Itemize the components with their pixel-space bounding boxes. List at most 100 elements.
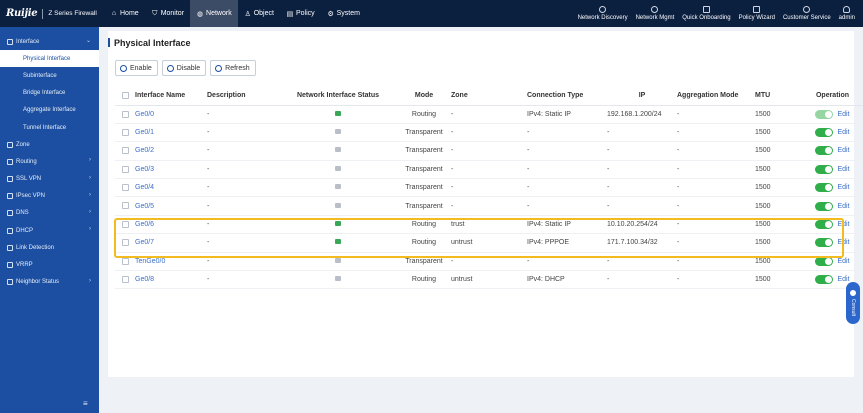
interface-name-cell: Ge0/6 [135,215,207,235]
edit-link[interactable]: Edit [837,276,850,284]
operation-cell: Edit [801,178,863,198]
top-right-tools: Network Discovery Network Mgmt Quick Onboa… [574,0,859,27]
topnav-network[interactable]: ◍ Network [190,0,238,27]
row-checkbox[interactable] [121,110,129,118]
sidebar-item-neighbor-status[interactable]: Neighbor Status › [0,274,99,291]
sidebar-item-ssl-vpn[interactable]: SSL VPN › [0,171,99,188]
column-header-description: Description [207,87,279,106]
enable-toggle[interactable] [815,220,834,230]
interface-name-link[interactable]: Ge0/3 [135,165,155,173]
row-checkbox[interactable] [121,165,129,173]
topnav-policy[interactable]: ▤ Policy [280,0,321,27]
edit-link[interactable]: Edit [837,239,850,247]
topnav-home[interactable]: ⌂ Home [104,0,145,27]
chevron-right-icon: › [89,226,91,233]
topright-quick-onboarding[interactable]: Quick Onboarding [678,0,734,27]
mtu-cell: 1500 [755,196,801,216]
interface-name-link[interactable]: TenGe0/0 [135,257,166,265]
interface-name-link[interactable]: Ge0/7 [135,239,155,247]
sidebar-item-label: Subinterface [23,72,57,79]
enable-toggle[interactable] [815,128,834,138]
aggregation-mode-cell: - [677,233,755,253]
refresh-button[interactable]: Refresh [210,60,256,76]
interface-name-link[interactable]: Ge0/2 [135,147,155,155]
sidebar-item-routing[interactable]: Routing › [0,153,99,170]
interface-name-link[interactable]: Ge0/4 [135,184,155,192]
mode-cell: Routing [397,270,451,290]
chevron-right-icon: › [89,157,91,164]
sidebar-item-label: Physical Interface [23,55,71,62]
interface-name-link[interactable]: Ge0/0 [135,110,155,118]
column-header-zone: Zone [451,87,527,106]
mtu-cell: 1500 [755,105,801,124]
aggregation-mode-cell: - [677,160,755,180]
enable-toggle[interactable] [815,183,834,193]
topright-policy-wizard[interactable]: Policy Wizard [735,0,779,27]
enable-toggle[interactable] [815,201,834,211]
sidebar-item-physical-interface[interactable]: Physical Interface [0,50,99,68]
topnav-object[interactable]: ♙ Object [238,0,280,27]
enable-toggle[interactable] [815,109,834,119]
enable-toggle[interactable] [815,275,834,285]
topnav-system[interactable]: ⚙ System [321,0,366,27]
sidebar-item-aggregate-interface[interactable]: Aggregate Interface [0,102,99,119]
enable-toggle[interactable] [815,146,834,156]
row-checkbox[interactable] [121,184,129,192]
sidebar-item-interface[interactable]: Interface ⌄ [0,33,99,50]
enable-button[interactable]: Enable [115,60,158,76]
collapse-sidebar-icon[interactable]: ≡ [83,399,88,408]
home-icon: ⌂ [111,10,117,17]
user-icon [843,6,851,13]
edit-link[interactable]: Edit [837,202,850,210]
brand: Ruijie Z Series Firewall [0,0,104,27]
connection-type-cell: - [527,196,607,216]
row-checkbox[interactable] [121,276,129,284]
operation-cell: Edit [801,233,863,253]
column-header-aggregation-mode: Aggregation Mode [677,87,755,106]
enable-toggle[interactable] [815,164,834,174]
topright-customer-service[interactable]: Customer Service [779,0,835,27]
edit-link[interactable]: Edit [837,221,850,229]
row-checkbox[interactable] [121,257,129,265]
interface-name-link[interactable]: Ge0/5 [135,202,155,210]
edit-link[interactable]: Edit [837,147,850,155]
refresh-button-label: Refresh [225,64,250,72]
sidebar-item-zone[interactable]: Zone [0,136,99,153]
topright-network-mgmt[interactable]: Network Mgmt [632,0,679,27]
column-header-ip: IP [607,87,677,106]
topright-label: admin [838,15,855,21]
topright-network-discovery[interactable]: Network Discovery [574,0,632,27]
disable-button[interactable]: Disable [161,60,207,76]
row-checkbox-cell [115,196,135,216]
sidebar-item-subinterface[interactable]: Subinterface [0,67,99,84]
edit-link[interactable]: Edit [837,110,850,118]
interface-name-link[interactable]: Ge0/6 [135,221,155,229]
sidebar-item-ipsec-vpn[interactable]: IPsec VPN › [0,188,99,205]
row-checkbox[interactable] [121,128,129,136]
edit-link[interactable]: Edit [837,257,850,265]
sidebar-item-tunnel-interface[interactable]: Tunnel Interface [0,119,99,136]
sidebar-item-dns[interactable]: DNS › [0,205,99,222]
row-checkbox[interactable] [121,202,129,210]
enable-toggle[interactable] [815,238,834,248]
edit-link[interactable]: Edit [837,184,850,192]
sidebar-item-link-detection[interactable]: Link Detection [0,239,99,256]
sidebar-item-vrrp[interactable]: VRRP [0,256,99,273]
edit-link[interactable]: Edit [837,129,850,137]
enable-toggle[interactable] [815,256,834,266]
consult-float-button[interactable]: Consult [846,282,860,324]
row-checkbox[interactable] [121,220,129,228]
status-cell [279,178,397,198]
select-all-checkbox[interactable] [121,92,129,100]
sidebar-item-dhcp[interactable]: DHCP › [0,222,99,239]
interface-name-link[interactable]: Ge0/1 [135,129,155,137]
edit-link[interactable]: Edit [837,165,850,173]
topnav-monitor[interactable]: ⛉ Monitor [145,0,190,27]
table-row: Ge0/7 - Routing untrust IPv4: PPPOE 171.7.100… [115,233,863,253]
row-checkbox[interactable] [121,239,129,247]
topright-admin[interactable]: admin [835,0,859,27]
interface-name-link[interactable]: Ge0/8 [135,276,155,284]
row-checkbox[interactable] [121,147,129,155]
status-cell [279,215,397,235]
sidebar-item-bridge-interface[interactable]: Bridge Interface [0,85,99,102]
